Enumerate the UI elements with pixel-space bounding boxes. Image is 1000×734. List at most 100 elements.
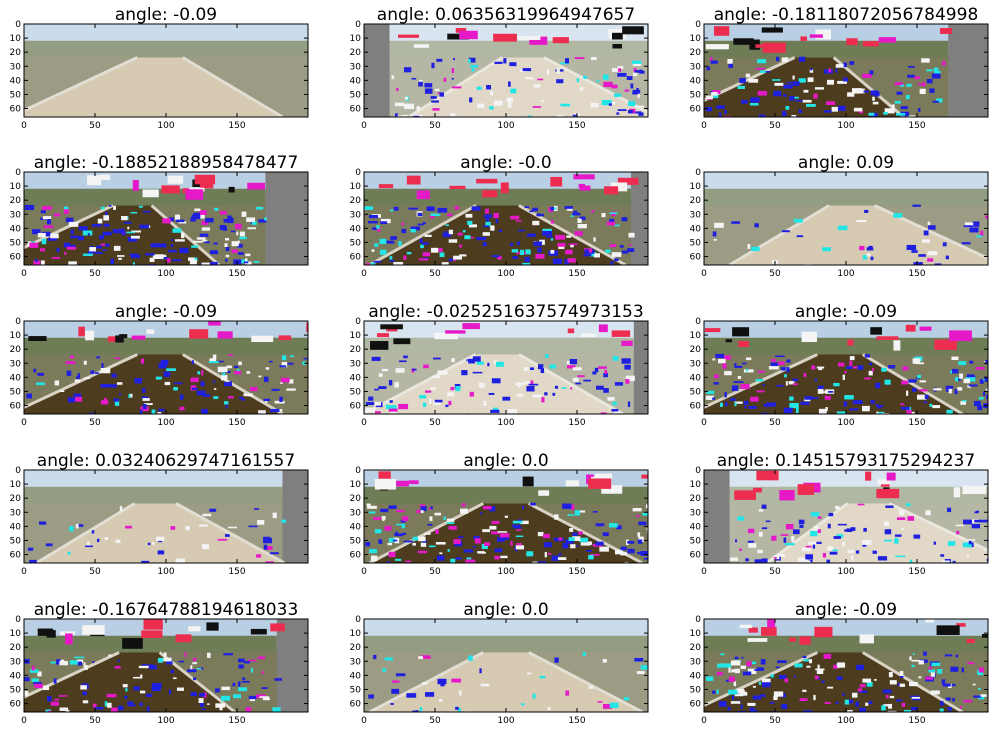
noise-blob [565,539,574,544]
noise-blob [248,695,257,700]
noise-blob [814,378,818,382]
noise-blob [515,545,525,550]
noise-blob [201,220,209,225]
noise-blob [868,700,873,705]
noise-blob [497,255,502,260]
noise-blob [445,224,449,226]
noise-blob [391,75,395,80]
x-tick-label: 150 [228,567,245,577]
noise-blob [567,258,576,263]
noise-blob [468,57,476,63]
noise-blob [754,709,758,712]
noise-blob [913,534,921,539]
noise-blob [435,542,446,545]
noise-blob [247,263,252,265]
noise-blob [894,538,899,544]
noise-blob [927,258,934,262]
y-tick-label: 10 [350,480,362,490]
noise-blob [640,550,648,556]
noise-blob [565,249,573,255]
noise-blob [728,676,735,682]
noise-blob [570,387,573,390]
noise-blob [822,247,831,252]
noise-blob [761,504,767,509]
noise-blob [797,484,814,495]
noise-blob [621,217,628,222]
noise-blob [928,669,936,673]
noise-blob [835,506,840,510]
noise-blob [805,554,813,560]
noise-blob [625,379,630,384]
y-tick-label: 10 [10,182,22,192]
noise-blob [74,379,81,383]
noise-blob [451,68,455,74]
x-tick-label: 150 [228,418,245,428]
noise-blob [66,370,72,376]
noise-blob [37,628,53,636]
noise-blob [485,216,490,222]
noise-blob [108,654,112,657]
noise-blob [464,235,471,240]
y-tick-label: 60 [690,253,702,263]
noise-blob [833,536,841,539]
noise-blob [90,370,95,375]
noise-blob [740,383,750,390]
noise-blob [907,516,915,521]
noise-blob [448,400,452,406]
panel-image [364,470,648,563]
noise-blob [394,382,399,388]
noise-blob [627,401,631,407]
noise-blob [766,402,776,407]
noise-blob [859,684,866,688]
noise-blob [142,189,159,198]
noise-blob [125,525,132,529]
noise-blob [68,221,79,227]
noise-blob [269,360,273,363]
noise-blob [123,221,132,224]
noise-blob [962,485,987,495]
noise-blob [419,707,423,712]
noise-blob [911,696,921,700]
noise-blob [944,654,953,657]
noise-blob [239,236,247,240]
noise-blob [263,398,271,402]
noise-blob [403,540,414,543]
noise-blob [623,697,630,701]
noise-blob [278,335,292,341]
noise-blob [245,258,248,263]
noise-blob [965,377,976,382]
noise-blob [524,381,534,384]
noise-blob [437,207,448,213]
noise-blob [714,26,730,36]
noise-blob [861,405,870,412]
noise-blob [493,100,503,106]
noise-blob [247,182,266,190]
noise-blob [46,630,56,638]
noise-blob [197,371,201,375]
y-tick-label: 0 [355,615,361,625]
noise-blob [718,112,722,117]
y-tick-label: 50 [350,685,362,695]
noise-blob [272,512,277,519]
noise-blob [847,92,855,97]
noise-blob [56,659,61,665]
x-tick-label: 0 [21,269,27,279]
noise-blob [523,367,529,371]
noise-blob [922,239,931,243]
noise-blob [522,68,532,72]
noise-blob [963,699,973,703]
panel-image [704,321,988,414]
noise-blob [390,702,394,705]
noise-blob [125,688,128,692]
noise-blob [905,503,911,507]
noise-blob [487,362,490,367]
noise-blob [758,509,764,512]
noise-blob [590,102,599,108]
noise-blob [858,690,868,693]
noise-blob [100,400,109,405]
noise-blob [390,409,396,414]
noise-blob [50,233,59,239]
noise-blob [117,255,125,257]
noise-blob [69,660,78,665]
noise-blob [588,686,594,689]
